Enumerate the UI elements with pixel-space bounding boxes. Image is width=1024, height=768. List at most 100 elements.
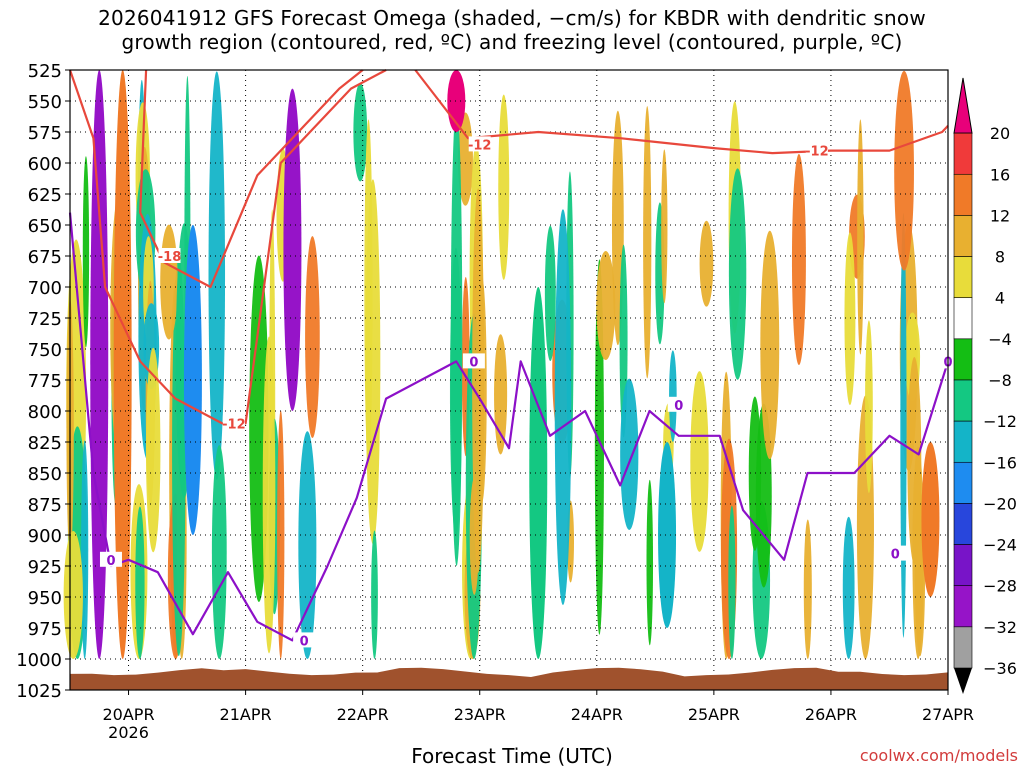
colorbar-label: −4: [988, 330, 1012, 349]
y-tick-label: 1000: [16, 650, 62, 671]
omega-feature-0: [90, 70, 109, 659]
contour-label-bg: [158, 248, 181, 263]
colorbar-label: 20: [990, 124, 1010, 143]
omega-feature-5: [529, 287, 548, 659]
omega-streak: [643, 106, 652, 379]
x-tick-label: 21APR: [220, 705, 272, 724]
x-year-label: 2026: [108, 723, 149, 742]
omega-streak: [81, 440, 89, 659]
omega-streak: [728, 168, 747, 380]
omega-streak: [760, 230, 780, 460]
colorbar: 20 16 12 8 4 −4 −8 −12 −16 −20 −24 −28 −32 −36: [953, 77, 1017, 694]
colorbar-segment: [953, 256, 973, 299]
omega-streak: [469, 477, 479, 595]
contour-label-bg: [99, 551, 122, 567]
x-tick-label: 20APR: [102, 705, 154, 724]
colorbar-segment: [953, 626, 973, 669]
x-tick-label: 22APR: [337, 705, 389, 724]
omega-feature-3: [283, 88, 302, 411]
colorbar-segment: [953, 173, 973, 216]
x-tick-label: 26APR: [805, 705, 857, 724]
chart-title-line2: growth region (contoured, red, ºC) and f…: [121, 30, 903, 54]
omega-streak: [748, 396, 762, 551]
contour-label-bg: [805, 142, 828, 158]
chart-title: 2026041912 GFS Forecast Omega (shaded, −…: [0, 6, 1024, 54]
y-tick-label: 600: [28, 154, 62, 175]
omega-streak: [494, 334, 508, 455]
ground-surface: [70, 667, 948, 690]
omega-streak: [211, 445, 227, 659]
y-tick-label: 875: [28, 495, 62, 516]
colorbar-segment: [953, 461, 973, 504]
contour-label-bg: [293, 632, 316, 648]
y-tick-label: 800: [28, 402, 62, 423]
contour-label: -18: [158, 250, 182, 265]
omega-streak: [844, 232, 856, 406]
contour-label: 0: [674, 399, 683, 414]
axes: 525 550 575 600 625 650 675 700 725 750 775 800 825 8…: [16, 61, 974, 742]
contour-label-bg: [884, 545, 907, 561]
omega-streak: [208, 71, 226, 480]
contour-dendritic-mid: [139, 69, 364, 289]
colorbar-top-arrow: [953, 77, 973, 134]
y-tick-label: 825: [28, 433, 62, 454]
omega-streak: [450, 105, 463, 566]
contour-label: 0: [300, 634, 309, 649]
omega-streak: [620, 378, 639, 531]
colorbar-segment: [953, 544, 973, 587]
omega-streak: [728, 505, 736, 659]
x-tick-label: 24APR: [571, 705, 623, 724]
colorbar-segment: [953, 132, 973, 175]
colorbar-label: 4: [995, 289, 1005, 308]
x-tick-label: 23APR: [454, 705, 506, 724]
colorbar-segment: [953, 585, 973, 628]
contour-label: 0: [106, 554, 115, 569]
y-tick-label: 950: [28, 588, 62, 609]
omega-streak: [842, 516, 855, 659]
omega-feature-2: [183, 225, 202, 535]
omega-streak: [661, 149, 668, 304]
y-tick-label: 700: [28, 278, 62, 299]
omega-streak: [900, 213, 907, 638]
omega-feature-7: [921, 442, 940, 597]
credit-link[interactable]: coolwx.com/models: [859, 746, 1018, 765]
y-tick-label: 675: [28, 247, 62, 268]
contour-label: -12: [468, 138, 492, 153]
y-tick-label: 975: [28, 619, 62, 640]
omega-streak: [865, 320, 873, 494]
omega-streak: [894, 70, 914, 271]
omega-feature-1: [113, 70, 132, 659]
colorbar-label: −16: [983, 453, 1017, 472]
y-tick-label: 900: [28, 526, 62, 547]
omega-shading: [63, 70, 940, 659]
omega-feature-6: [658, 442, 677, 628]
y-tick-label: 525: [28, 61, 62, 82]
contour-label-bg: [667, 396, 690, 412]
colorbar-segment: [953, 215, 973, 257]
colorbar-label: −32: [983, 618, 1017, 637]
omega-streak: [477, 277, 487, 503]
omega-streak: [554, 209, 572, 605]
contour-freezing-level: [68, 212, 950, 642]
contour-label-bg: [468, 136, 491, 152]
y-tick-label: 625: [28, 185, 62, 206]
omega-streak: [803, 519, 812, 659]
x-tick-label: 27APR: [922, 705, 974, 724]
colorbar-segment: [953, 379, 973, 422]
omega-streak: [857, 119, 864, 355]
colorbar-label: −28: [983, 577, 1017, 596]
y-tick-label: 925: [28, 557, 62, 578]
y-tick-label: 1025: [16, 681, 62, 702]
colorbar-label: −24: [983, 536, 1017, 555]
contour-label: -12: [222, 417, 246, 432]
omega-streak: [305, 236, 320, 438]
omega-streak: [646, 479, 654, 646]
colorbar-segment: [953, 297, 973, 340]
chart-title-line1: 2026041912 GFS Forecast Omega (shaded, −…: [98, 6, 926, 30]
omega-streak: [544, 225, 556, 362]
omega-streak: [699, 220, 714, 307]
y-tick-label: 775: [28, 371, 62, 392]
contour-dendritic-upper: [414, 69, 949, 155]
